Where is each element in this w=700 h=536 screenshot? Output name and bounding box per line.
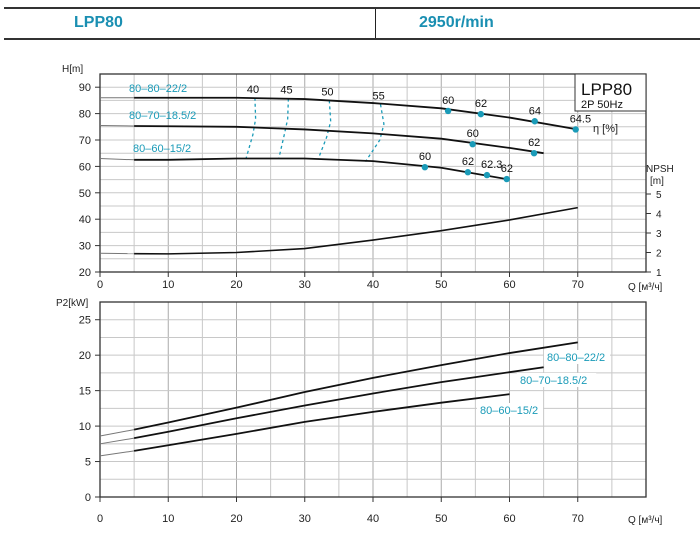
head-curve-label: 80–80–22/2 <box>129 83 187 95</box>
efficiency-isoline-label: 40 <box>247 84 259 96</box>
x-tick-label: 20 <box>230 513 242 525</box>
power-curve-label-bg <box>477 403 543 417</box>
efficiency-point <box>477 110 485 118</box>
power-curve-label: 80–70–18.5/2 <box>520 375 587 387</box>
efficiency-point-label: 64.5 <box>570 113 591 125</box>
y-tick-label: 20 <box>79 350 91 362</box>
power-curve-80-70-18.5/2 <box>133 366 544 440</box>
head-curve-80-70-18.5/2 <box>134 125 544 155</box>
head-curve-extension <box>99 157 135 161</box>
x-tick-label: 40 <box>367 513 379 525</box>
efficiency-isoline <box>317 100 332 159</box>
header-divider <box>375 9 376 38</box>
efficiency-point-label: 62 <box>462 156 474 168</box>
power-curve-label: 80–80–22/2 <box>547 352 605 364</box>
power-curve-extension <box>99 429 135 437</box>
efficiency-isoline-label: 45 <box>280 85 292 97</box>
x-tick-label: 70 <box>572 513 584 525</box>
header-bar: LPP80 2950r/min <box>4 7 700 40</box>
x-tick-label: 40 <box>367 279 379 291</box>
y-axis-label: P2[kW] <box>56 298 88 309</box>
x-tick-label: 60 <box>503 513 515 525</box>
x-tick-label: 50 <box>435 513 447 525</box>
efficiency-isoline <box>245 97 257 159</box>
header-model: LPP80 <box>74 14 123 31</box>
power-curve-label: 80–60–15/2 <box>480 405 538 417</box>
x-tick-label: 30 <box>299 513 311 525</box>
efficiency-point <box>503 175 510 183</box>
y-tick-label: 15 <box>79 386 91 398</box>
x-tick-label: 30 <box>299 279 311 291</box>
npsh-curve <box>134 206 578 255</box>
legend-subtitle: 2P 50Hz <box>581 99 623 111</box>
legend-title: LPP80 <box>581 80 632 99</box>
efficiency-point-label: 62 <box>475 98 487 110</box>
npsh-tick-label: 4 <box>656 210 662 221</box>
efficiency-point-label: 60 <box>419 151 431 163</box>
x-tick-label: 10 <box>162 279 174 291</box>
power-curve-extension <box>99 437 135 445</box>
efficiency-point <box>444 107 452 115</box>
head-curve-label: 80–60–15/2 <box>133 143 191 155</box>
y-tick-label: 50 <box>79 188 91 200</box>
npsh-axis-unit: [m] <box>650 176 664 187</box>
efficiency-point <box>464 169 472 176</box>
efficiency-point-label: 60 <box>442 95 454 107</box>
x-axis-label: Q [м³/ч] <box>628 515 663 526</box>
y-tick-label: 20 <box>79 267 91 279</box>
head-curve-extension <box>99 124 135 127</box>
npsh-tick-label: 3 <box>656 229 662 240</box>
legend-box <box>574 73 647 112</box>
y-tick-label: 80 <box>79 109 91 121</box>
y-tick-label: 5 <box>85 457 91 469</box>
header-speed: 2950r/min <box>419 14 494 31</box>
head-curve-80-80-22/2 <box>134 96 578 131</box>
efficiency-isoline <box>278 98 290 159</box>
y-tick-label: 40 <box>79 214 91 226</box>
efficiency-point <box>469 141 476 148</box>
x-tick-label: 20 <box>230 279 242 291</box>
y-tick-label: 90 <box>79 82 91 94</box>
efficiency-axis-label: η [%] <box>593 123 618 135</box>
power-curve-extension <box>99 450 135 457</box>
efficiency-point-label: 64 <box>529 105 541 117</box>
x-tick-label: 70 <box>572 279 584 291</box>
head-curve-80-60-15/2 <box>134 157 510 181</box>
npsh-axis-label: NPSH <box>646 164 674 175</box>
efficiency-point-label: 60 <box>467 128 479 140</box>
power-curve-label-bg <box>517 373 597 387</box>
y-tick-label: 70 <box>79 135 91 147</box>
x-tick-label: 0 <box>97 513 103 525</box>
efficiency-point <box>572 126 579 133</box>
x-tick-label: 0 <box>97 279 103 291</box>
y-tick-label: 10 <box>79 421 91 433</box>
efficiency-isoline-label: 50 <box>321 86 333 98</box>
x-tick-label: 10 <box>162 513 174 525</box>
npsh-tick-label: 5 <box>656 190 662 201</box>
y-axis-label: H[m] <box>62 64 83 75</box>
x-tick-label: 50 <box>435 279 447 291</box>
x-tick-label: 60 <box>503 279 515 291</box>
npsh-tick-label: 2 <box>656 249 662 260</box>
efficiency-point-label: 62.3 <box>481 159 502 171</box>
efficiency-point <box>531 118 538 125</box>
efficiency-point-label: 62 <box>528 137 540 149</box>
efficiency-isoline <box>364 104 385 163</box>
power-curve-80-60-15/2 <box>133 393 510 452</box>
power-curve-80-80-22/2 <box>133 341 578 431</box>
efficiency-point-label: 62 <box>501 163 513 175</box>
efficiency-point <box>483 171 491 179</box>
y-tick-label: 25 <box>79 315 91 327</box>
y-tick-label: 60 <box>79 161 91 173</box>
efficiency-point <box>530 150 538 157</box>
npsh-tick-label: 1 <box>656 268 662 279</box>
power-curve-label-bg <box>544 350 610 364</box>
efficiency-isoline-label: 55 <box>373 90 385 102</box>
y-tick-label: 0 <box>85 492 91 504</box>
efficiency-point <box>421 163 429 171</box>
head-curve-label: 80–70–18.5/2 <box>129 110 196 122</box>
x-axis-label: Q [м³/ч] <box>628 282 663 293</box>
y-tick-label: 30 <box>79 241 91 253</box>
